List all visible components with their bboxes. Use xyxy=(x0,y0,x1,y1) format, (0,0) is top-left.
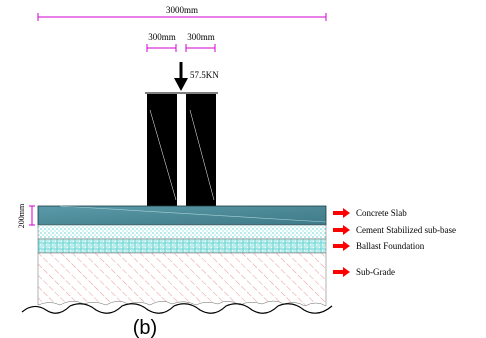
subbase-layer xyxy=(37,224,327,240)
concrete-slab-highlight xyxy=(59,205,327,223)
legend-arrow-icon xyxy=(333,267,350,277)
right-leg-diagonal xyxy=(189,109,215,201)
legend-subbase: Cement Stabilized sub-base xyxy=(333,225,456,235)
left-leg-diagonal xyxy=(149,109,177,201)
leg-right-width-label: 300mm xyxy=(187,32,215,42)
right-leg xyxy=(186,94,216,206)
subgrade-layer xyxy=(37,252,327,307)
total-width-label: 3000mm xyxy=(166,5,198,15)
legend-label: Ballast Foundation xyxy=(356,241,425,251)
load-arrow: 57.5KN xyxy=(174,62,219,91)
legend-concrete-slab: Concrete Slab xyxy=(333,208,407,218)
legend-subgrade: Sub-Grade xyxy=(333,267,395,277)
leg-left-width-label: 300mm xyxy=(148,32,176,42)
load-arrow-head xyxy=(174,78,188,91)
layer-legend: Concrete Slab Cement Stabilized sub-base… xyxy=(333,208,456,277)
figure-caption: (b) xyxy=(133,317,157,338)
legend-label: Sub-Grade xyxy=(356,267,395,277)
leg-width-dimensions: 300mm 300mm xyxy=(146,32,216,52)
legend-arrow-icon xyxy=(333,208,350,218)
slab-thickness-label: 200mm xyxy=(17,203,26,228)
concrete-slab-layer xyxy=(37,205,327,226)
pavement-layers xyxy=(37,205,327,307)
load-value-label: 57.5KN xyxy=(190,70,219,80)
legend-label: Concrete Slab xyxy=(356,208,407,218)
ballast-layer xyxy=(37,238,327,254)
legend-ballast: Ballast Foundation xyxy=(333,241,425,251)
total-width-dimension: 3000mm xyxy=(37,5,327,21)
legend-arrow-icon xyxy=(333,241,350,251)
legend-arrow-icon xyxy=(333,225,350,235)
legend-label: Cement Stabilized sub-base xyxy=(356,225,456,235)
slab-thickness-dimension: 200mm xyxy=(17,203,35,228)
support-legs xyxy=(147,94,216,206)
left-leg xyxy=(147,94,177,206)
ground-line xyxy=(21,303,333,314)
